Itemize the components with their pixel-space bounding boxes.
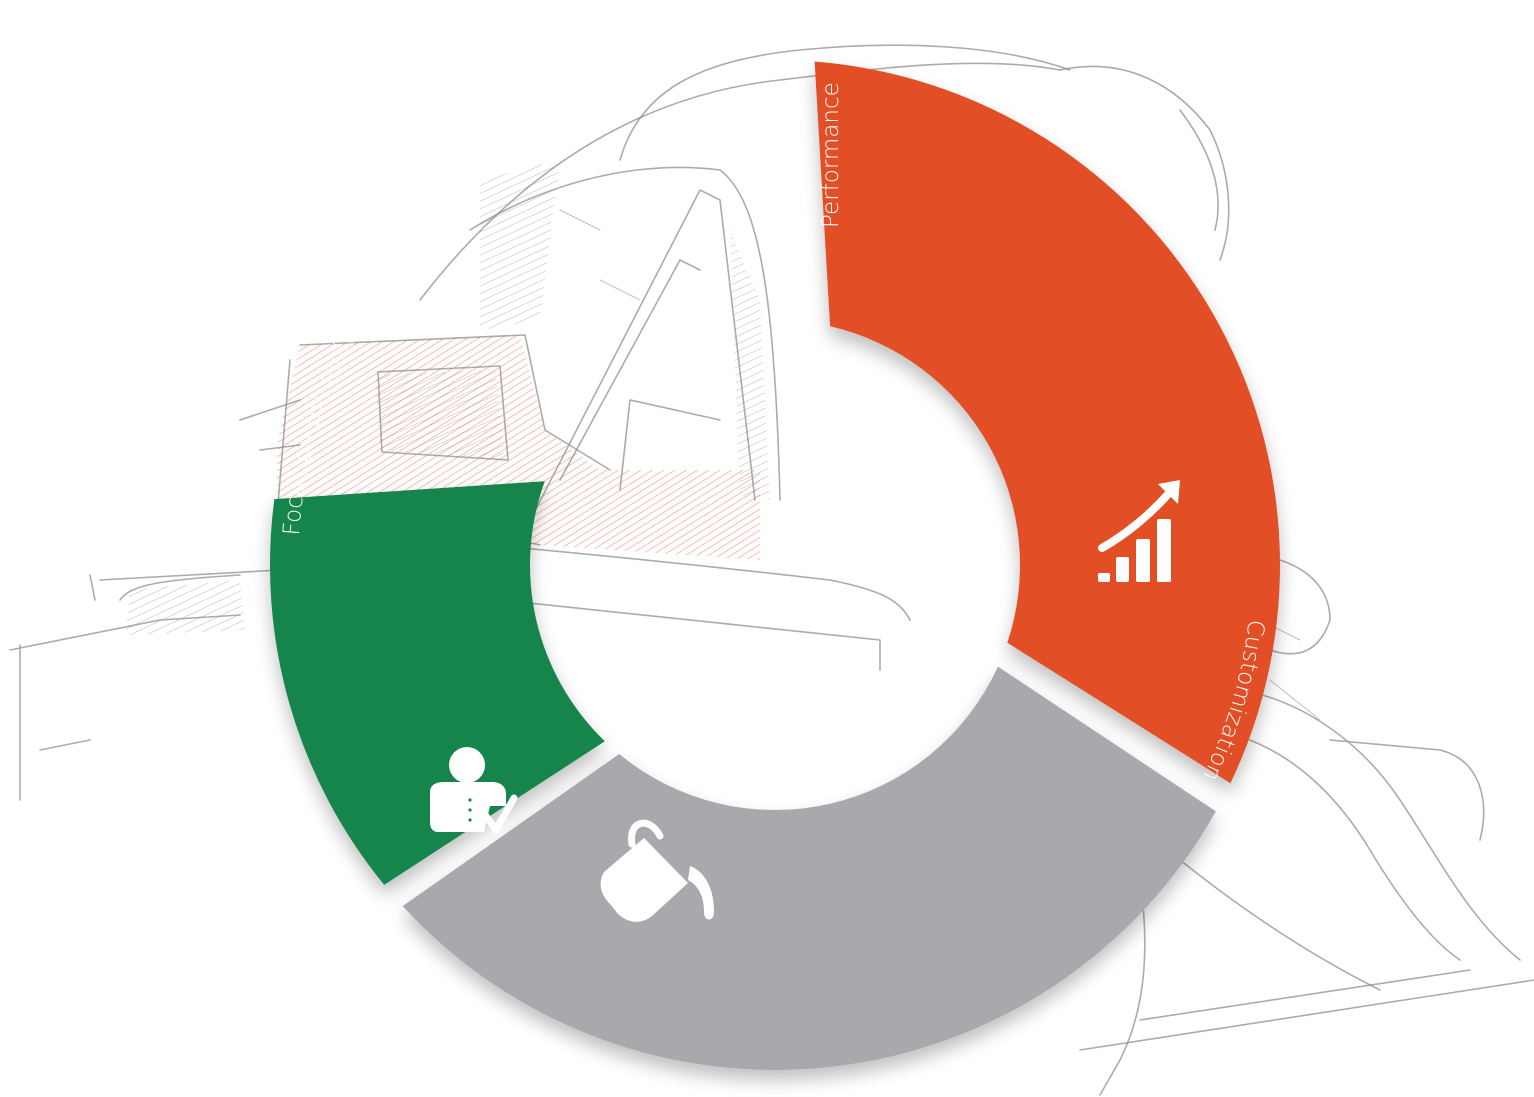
segment-individual[interactable] xyxy=(270,481,605,885)
sketch-line xyxy=(619,399,721,491)
sketch-line xyxy=(119,574,241,601)
growth-arrow-shaft xyxy=(1098,488,1174,552)
sketch-track-shading xyxy=(125,580,245,635)
paint-bucket-icon xyxy=(600,819,714,922)
sketch-line xyxy=(299,334,611,471)
segment-performance[interactable] xyxy=(814,61,1281,784)
sketch-line xyxy=(1059,65,1230,261)
user-button xyxy=(468,818,472,822)
user-button xyxy=(468,808,472,812)
segment-label-performance: Performance xyxy=(818,82,844,228)
sketch-line xyxy=(489,544,911,621)
bucket-body xyxy=(600,838,688,922)
sketch-line xyxy=(1239,689,1521,961)
check-mark xyxy=(482,794,518,834)
bar-chart-bar xyxy=(1136,539,1150,582)
bar-chart-growth-icon xyxy=(1098,480,1180,582)
user-body xyxy=(430,782,506,832)
bar-chart-bar xyxy=(1098,573,1110,582)
segment-customization[interactable] xyxy=(402,666,1216,1070)
growth-arrow-head xyxy=(1158,480,1180,504)
cycle-diagram xyxy=(270,61,1281,1070)
sketch-cab-shading xyxy=(480,160,560,330)
paint-drip xyxy=(688,866,714,920)
sketch-line xyxy=(1329,739,1485,841)
sketch-line xyxy=(519,189,756,541)
sketch-line xyxy=(89,569,281,601)
user-button xyxy=(468,798,472,802)
sketch-line xyxy=(1179,859,1381,991)
bucket-handle xyxy=(628,819,664,848)
bar-chart-bar xyxy=(1116,557,1129,582)
sketch-line xyxy=(1079,969,1534,1051)
sketch-line xyxy=(559,209,641,301)
user-check-icon xyxy=(430,747,518,834)
sketch-pillar-shading xyxy=(730,230,770,500)
sketch-line xyxy=(377,365,509,461)
sketch-window-shading xyxy=(375,370,505,460)
sketch-line xyxy=(1179,109,1219,231)
sketch-line xyxy=(559,259,701,481)
sketch-line xyxy=(239,399,301,451)
user-head xyxy=(449,747,485,783)
sketch-line xyxy=(619,44,1071,161)
sketch-line xyxy=(9,614,241,801)
sketch-line xyxy=(1269,559,1331,655)
sketch-line xyxy=(469,166,781,501)
bar-chart-bar xyxy=(1157,519,1171,582)
sketch-line xyxy=(1249,739,1461,961)
sketch-line xyxy=(419,62,1061,301)
sketch-line xyxy=(499,599,881,671)
